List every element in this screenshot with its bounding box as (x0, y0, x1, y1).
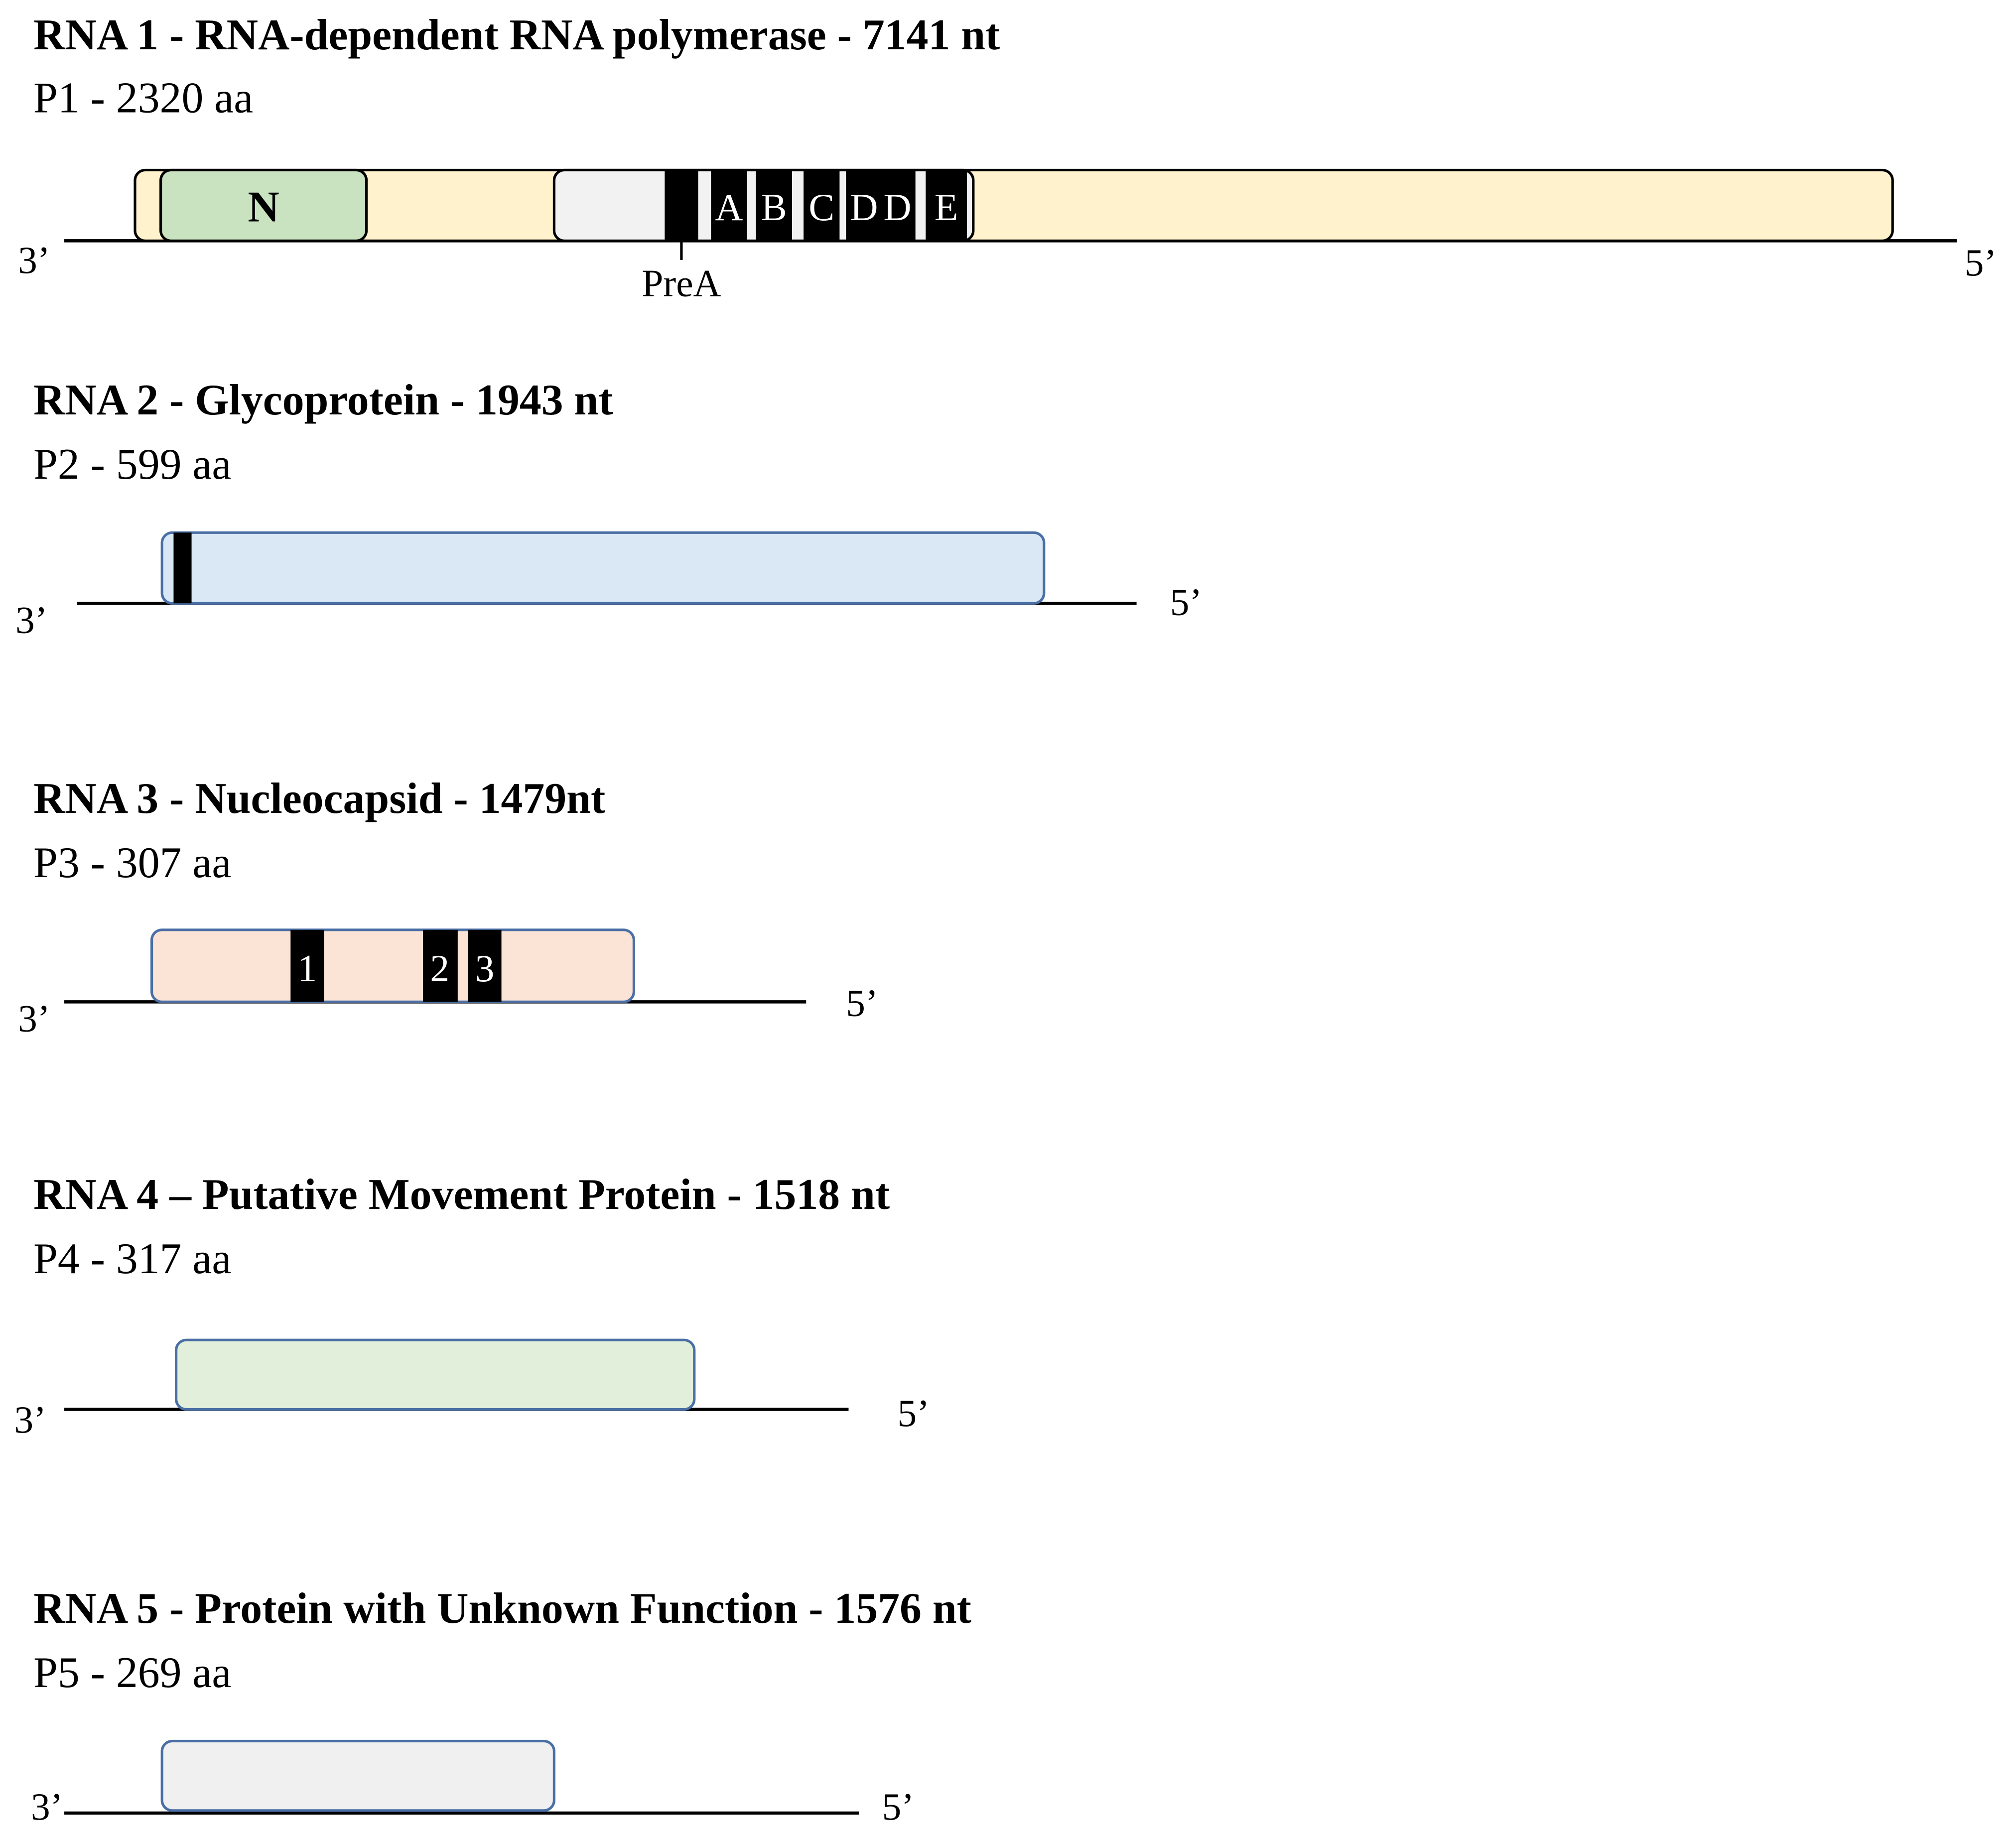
end-5: 5’ (898, 1392, 930, 1435)
motif-label: 2 (430, 947, 449, 990)
orf-box (134, 168, 1894, 242)
segment-title: RNA 3 - Nucleocapsid - 1479nt (33, 774, 605, 822)
motif-label: D (884, 186, 912, 229)
domain-label: N (248, 183, 279, 231)
motif-band (468, 929, 502, 1002)
motif-label: D (850, 186, 878, 229)
end-5: 5’ (882, 1785, 914, 1828)
motif-label: C (808, 186, 834, 229)
end-5: 5’ (1965, 241, 1997, 284)
motif-label: E (935, 186, 958, 229)
motif-band (665, 170, 698, 241)
motif-band (423, 929, 458, 1002)
domain-box (159, 168, 368, 242)
motif-label: B (761, 186, 787, 229)
protein-label: P1 - 2320 aa (33, 73, 253, 122)
orf-box (150, 928, 636, 1003)
motif-band (804, 170, 840, 241)
end-3: 3’ (18, 997, 50, 1040)
motif-label: 1 (298, 947, 317, 990)
end-3: 3’ (14, 1398, 46, 1441)
motif-label: 3 (475, 947, 495, 990)
segment-title: RNA 1 - RNA-dependent RNA polymerase - 7… (33, 10, 1000, 59)
orf-box (160, 1739, 555, 1812)
protein-label: P5 - 269 aa (33, 1648, 231, 1697)
premotif-label: PreA (642, 262, 721, 304)
end-5: 5’ (1170, 580, 1202, 623)
motif-band (711, 170, 747, 241)
segment-title: RNA 5 - Protein with Unknown Function - … (33, 1584, 971, 1632)
protein-label: P4 - 317 aa (33, 1234, 231, 1283)
orf-box (175, 1338, 696, 1411)
protein-label: P3 - 307 aa (33, 838, 231, 887)
end-3: 3’ (18, 239, 50, 281)
end-3: 3’ (15, 599, 47, 642)
end-3: 3’ (31, 1785, 63, 1828)
motif-band (290, 929, 324, 1002)
orf-box (160, 531, 1046, 605)
motif-band (756, 170, 792, 241)
motif-band (926, 170, 967, 241)
segment-title: RNA 4 – Putative Movement Protein - 1518… (33, 1170, 890, 1218)
segment-title: RNA 2 - Glycoprotein - 1943 nt (33, 376, 613, 424)
end-5: 5’ (846, 982, 878, 1025)
motif-band (173, 532, 192, 604)
motif-band (846, 170, 916, 241)
motif-label: A (715, 186, 743, 229)
protein-label: P2 - 599 aa (33, 440, 231, 488)
